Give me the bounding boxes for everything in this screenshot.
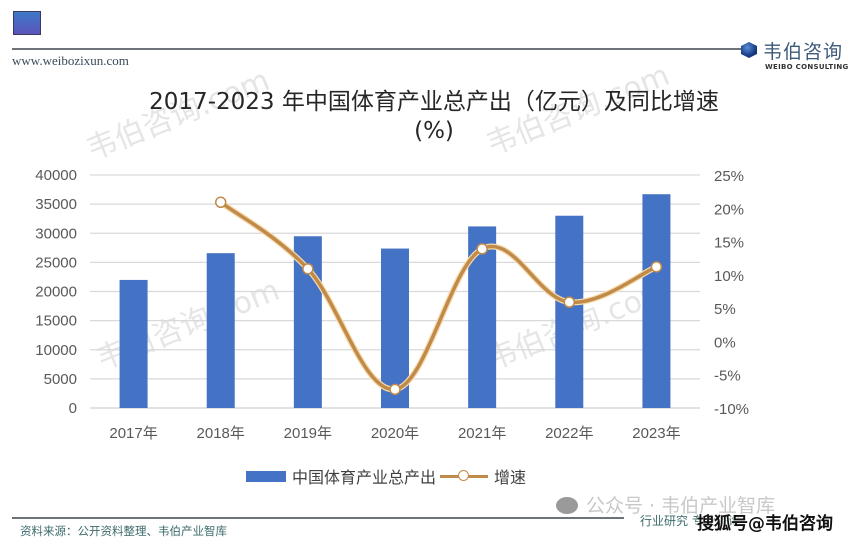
y-tick-label: 30000 bbox=[35, 225, 77, 242]
corner-logo-square bbox=[13, 11, 41, 35]
bar bbox=[642, 194, 671, 408]
sohu-watermark: 搜狐号@韦伯咨询 bbox=[697, 514, 833, 534]
y-tick-label: 40000 bbox=[35, 167, 77, 184]
y-tick-label: 10000 bbox=[35, 342, 77, 359]
chart-title: 2017-2023 年中国体育产业总产出（亿元）及同比增速 (%) bbox=[0, 88, 868, 146]
y-tick-label: 25000 bbox=[35, 254, 77, 271]
y2-tick-label: 10% bbox=[714, 268, 744, 285]
x-tick-label: 2020年 bbox=[371, 425, 419, 442]
y-tick-label: 35000 bbox=[35, 196, 77, 213]
y-tick-label: 0 bbox=[69, 400, 77, 417]
x-tick-label: 2022年 bbox=[545, 425, 593, 442]
y-axis-left: 0 5000 10000 15000 20000 25000 30000 35000 40000 bbox=[35, 167, 77, 417]
y2-tick-label: 20% bbox=[714, 201, 744, 218]
growth-line bbox=[218, 200, 659, 392]
line-marker bbox=[214, 196, 227, 209]
x-tick-label: 2021年 bbox=[458, 425, 506, 442]
x-tick-label: 2023年 bbox=[632, 425, 680, 442]
site-url: www.weibozixun.com bbox=[12, 53, 129, 68]
bar-series bbox=[119, 194, 671, 408]
brand-name-cn: 韦伯咨询 bbox=[763, 41, 844, 63]
gem-icon bbox=[741, 42, 757, 58]
y-tick-label: 5000 bbox=[44, 371, 77, 388]
footer-divider bbox=[12, 517, 624, 519]
y2-tick-label: 25% bbox=[714, 168, 744, 185]
brand-name-en: WEIBO CONSULTING bbox=[765, 63, 849, 71]
legend-bar-label: 中国体育产业总产出 bbox=[292, 468, 437, 487]
x-tick-label: 2019年 bbox=[284, 425, 332, 442]
y-tick-label: 20000 bbox=[35, 284, 77, 301]
legend-line-label: 增速 bbox=[494, 468, 527, 487]
y2-tick-label: 0% bbox=[714, 334, 736, 351]
legend-bar-swatch bbox=[246, 470, 286, 482]
line-marker bbox=[302, 263, 314, 275]
bar bbox=[206, 253, 235, 408]
bar bbox=[119, 279, 148, 408]
x-tick-label: 2017年 bbox=[109, 425, 157, 442]
source-note: 资料来源：公开资料整理、韦伯产业智库 bbox=[20, 524, 227, 538]
chart-title-line1: 2017-2023 年中国体育产业总产出（亿元）及同比增速 bbox=[149, 89, 719, 115]
chart-title-line2: (%) bbox=[414, 118, 454, 144]
y2-tick-label: -5% bbox=[714, 368, 741, 385]
line-marker bbox=[650, 261, 663, 273]
y-tick-label: 15000 bbox=[35, 313, 77, 330]
wechat-icon bbox=[556, 497, 578, 514]
wechat-watermark: 公众号 · 韦伯产业智库 bbox=[556, 491, 775, 518]
x-axis: 2017年 2018年 2019年 2020年 2021年 2022年 2023年 bbox=[109, 425, 680, 442]
footer-tagline: 行业研究 专业咨询 bbox=[640, 514, 740, 528]
line-marker bbox=[563, 296, 576, 308]
line-marker bbox=[389, 383, 401, 396]
y2-tick-label: 15% bbox=[714, 235, 744, 252]
legend-line-swatch bbox=[440, 468, 489, 484]
line-marker bbox=[476, 243, 488, 255]
bar bbox=[555, 215, 584, 408]
y-axis-right: -10% -5% 0% 5% 10% 15% 20% 25% bbox=[714, 168, 749, 418]
line-series bbox=[214, 196, 663, 396]
y2-tick-label: 5% bbox=[714, 301, 736, 318]
y2-tick-label: -10% bbox=[714, 401, 749, 418]
x-tick-label: 2018年 bbox=[197, 425, 245, 442]
legend: 中国体育产业总产出 增速 bbox=[246, 464, 526, 488]
header-divider bbox=[12, 48, 742, 50]
wechat-label: 公众号 · 韦伯产业智库 bbox=[586, 495, 776, 517]
